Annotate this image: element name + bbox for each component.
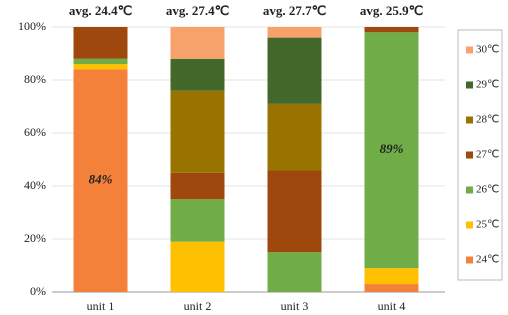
y-tick-label: 80%	[24, 72, 46, 86]
bar-segment	[170, 199, 225, 242]
avg-annotation: avg. 27.4℃	[166, 3, 229, 18]
bar-segment	[170, 90, 225, 173]
bar-segment	[267, 252, 322, 292]
bar-segment	[364, 268, 419, 285]
bar-segment	[364, 284, 419, 292]
avg-annotation: avg. 24.4℃	[69, 3, 132, 18]
bar-segment	[170, 58, 225, 91]
y-tick-label: 60%	[24, 125, 46, 139]
legend-swatch	[466, 256, 473, 264]
bar-segment	[267, 27, 322, 38]
legend-swatch	[466, 186, 473, 194]
legend-label: 27℃	[476, 149, 499, 161]
y-tick-label: 40%	[24, 178, 46, 192]
bar-segment	[73, 58, 128, 65]
avg-annotation: avg. 27.7℃	[263, 3, 326, 18]
x-tick-label: unit 1	[87, 299, 115, 313]
bar-segment	[364, 27, 419, 33]
data-label: 84%	[89, 172, 113, 187]
avg-annotation: avg. 25.9℃	[360, 3, 423, 18]
legend-swatch	[466, 151, 473, 159]
legend-label: 30℃	[476, 44, 499, 56]
legend-swatch	[466, 46, 473, 54]
legend-label: 28℃	[476, 114, 499, 126]
bar-segment	[267, 103, 322, 171]
y-tick-label: 100%	[18, 19, 46, 33]
bar-segment	[170, 172, 225, 200]
bar-segment	[170, 241, 225, 292]
bar-segment	[267, 170, 322, 253]
bar-segment	[170, 27, 225, 59]
bar-segment	[73, 27, 128, 59]
bar-segment	[267, 37, 322, 104]
legend-label: 26℃	[476, 184, 499, 196]
x-tick-label: unit 3	[281, 299, 309, 313]
legend-box	[457, 29, 503, 281]
legend-swatch	[466, 116, 473, 124]
legend-label: 29℃	[476, 79, 499, 91]
legend-label: 24℃	[476, 254, 499, 266]
bar-segment	[73, 69, 128, 293]
y-tick-label: 0%	[30, 284, 46, 298]
y-tick-label: 20%	[24, 231, 46, 245]
bar-segment	[73, 64, 128, 70]
legend-label: 25℃	[476, 219, 499, 231]
x-tick-label: unit 4	[378, 299, 406, 313]
data-label: 89%	[380, 141, 404, 156]
x-tick-label: unit 2	[184, 299, 212, 313]
legend-swatch	[466, 221, 473, 229]
bar-segment	[364, 32, 419, 269]
legend-swatch	[466, 81, 473, 89]
